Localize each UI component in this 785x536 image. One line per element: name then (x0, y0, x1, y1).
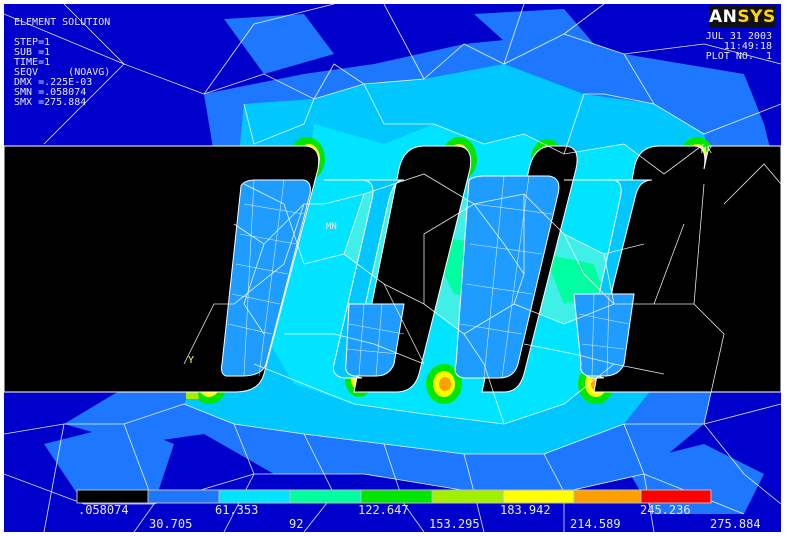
max-marker: MX (701, 146, 712, 156)
legend-label-6: 183.942 (500, 503, 551, 517)
plot-number: PLOT NO. 1 (705, 51, 772, 62)
plot-date: JUL 31 2003 (705, 31, 772, 42)
y-axis-marker: Y (188, 355, 195, 366)
legend-label-9: 275.884 (710, 517, 761, 531)
substep-label: SUB =1 (14, 47, 51, 58)
legend-label-1: 30.705 (149, 517, 193, 531)
gap-mesh (227, 175, 630, 379)
step-label: STEP=1 (14, 37, 51, 48)
ansys-graphics-window: ELEMENT SOLUTION STEP=1 SUB =1 TIME=1 SE… (4, 4, 781, 532)
dmx-label: DMX =.225E-03 (14, 77, 93, 88)
plot-title: ELEMENT SOLUTION (14, 17, 111, 28)
time-label: TIME=1 (14, 57, 51, 68)
legend-label-2: 61.353 (215, 503, 259, 517)
contour-legend-bar (76, 489, 712, 504)
legend-label-3: 92 (289, 517, 304, 531)
smx-label: SMX =275.884 (14, 97, 87, 108)
legend-label-4: 122.647 (358, 503, 409, 517)
ansys-logo: ANSYS (709, 6, 775, 28)
fea-contour-plot (4, 4, 781, 532)
plot-time: 11:49:18 (723, 41, 772, 52)
logo-part-sys: SYS (737, 7, 776, 27)
finite-element-mesh (4, 4, 781, 532)
min-marker: MN (326, 222, 337, 232)
legend-label-5: 153.295 (429, 517, 480, 531)
legend-label-7: 214.589 (570, 517, 621, 531)
legend-label-0: .058074 (78, 503, 129, 517)
result-type-label: SEQV (NOAVG) (14, 67, 111, 78)
legend-label-8: 245.236 (640, 503, 691, 517)
logo-part-an: AN (709, 7, 738, 27)
smn-label: SMN =.058074 (14, 87, 87, 98)
